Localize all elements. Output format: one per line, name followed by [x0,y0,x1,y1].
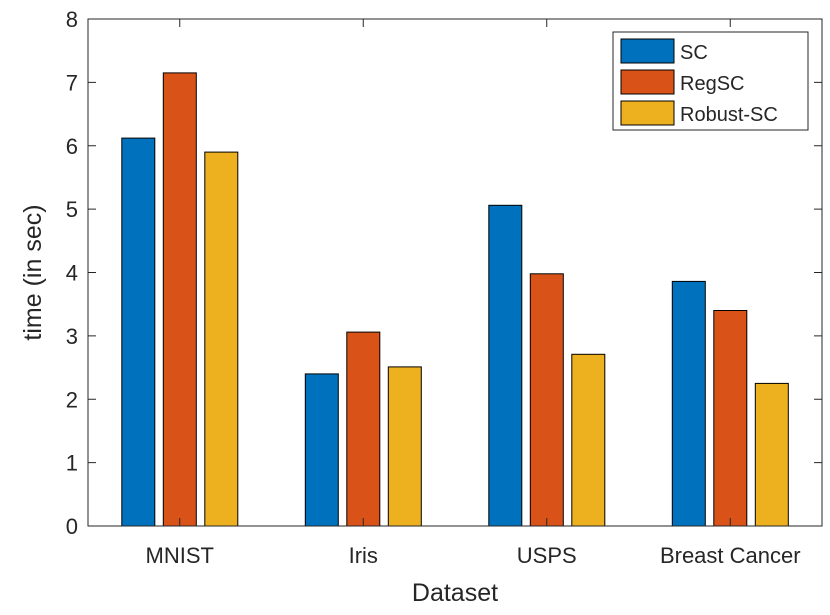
y-tick-label: 4 [66,261,78,286]
axes-group: 0 1 2 3 4 5 6 7 8 MNIST Iris USPS Breast Cancer [66,7,823,568]
bar-sc-usps [488,204,523,527]
bar-sc-mnist [121,137,156,527]
y-tick-label: 3 [66,324,78,349]
bar-robust-sc-breast-cancer [754,382,789,527]
x-tick-label: MNIST [146,543,214,568]
y-tick-label: 5 [66,197,78,222]
y-tick-label: 6 [66,134,78,159]
x-axis-label: Dataset [412,579,498,607]
legend-label-regsc: RegSC [680,73,744,95]
legend-swatch-sc [620,38,675,64]
bar-robust-sc-iris [387,366,422,527]
x-tick-label: Breast Cancer [660,543,801,568]
bar-robust-sc-usps [571,353,606,527]
bars-group [121,72,789,527]
bar-regsc-iris [346,331,381,527]
y-tick-label: 7 [66,70,78,95]
legend-label-robust-sc: Robust-SC [680,104,778,126]
legend: SC RegSC Robust-SC [612,31,809,131]
bar-regsc-breast-cancer [713,310,748,527]
bar-regsc-mnist [162,72,197,527]
y-tick-label: 2 [66,387,78,412]
x-tick-label: USPS [517,543,577,568]
y-axis-label: time (in sec) [19,204,47,340]
bar-regsc-usps [529,273,564,527]
legend-swatch-robust-sc [620,100,675,126]
bar-robust-sc-mnist [204,151,239,527]
y-tick-label: 8 [66,7,78,32]
legend-label-sc: SC [680,42,708,64]
bar-sc-breast-cancer [671,280,706,527]
legend-swatch-regsc [620,69,675,95]
bar-sc-iris [304,373,339,527]
x-tick-label: Iris [349,543,378,568]
y-tick-label: 0 [66,514,78,539]
y-tick-label: 1 [66,451,78,476]
